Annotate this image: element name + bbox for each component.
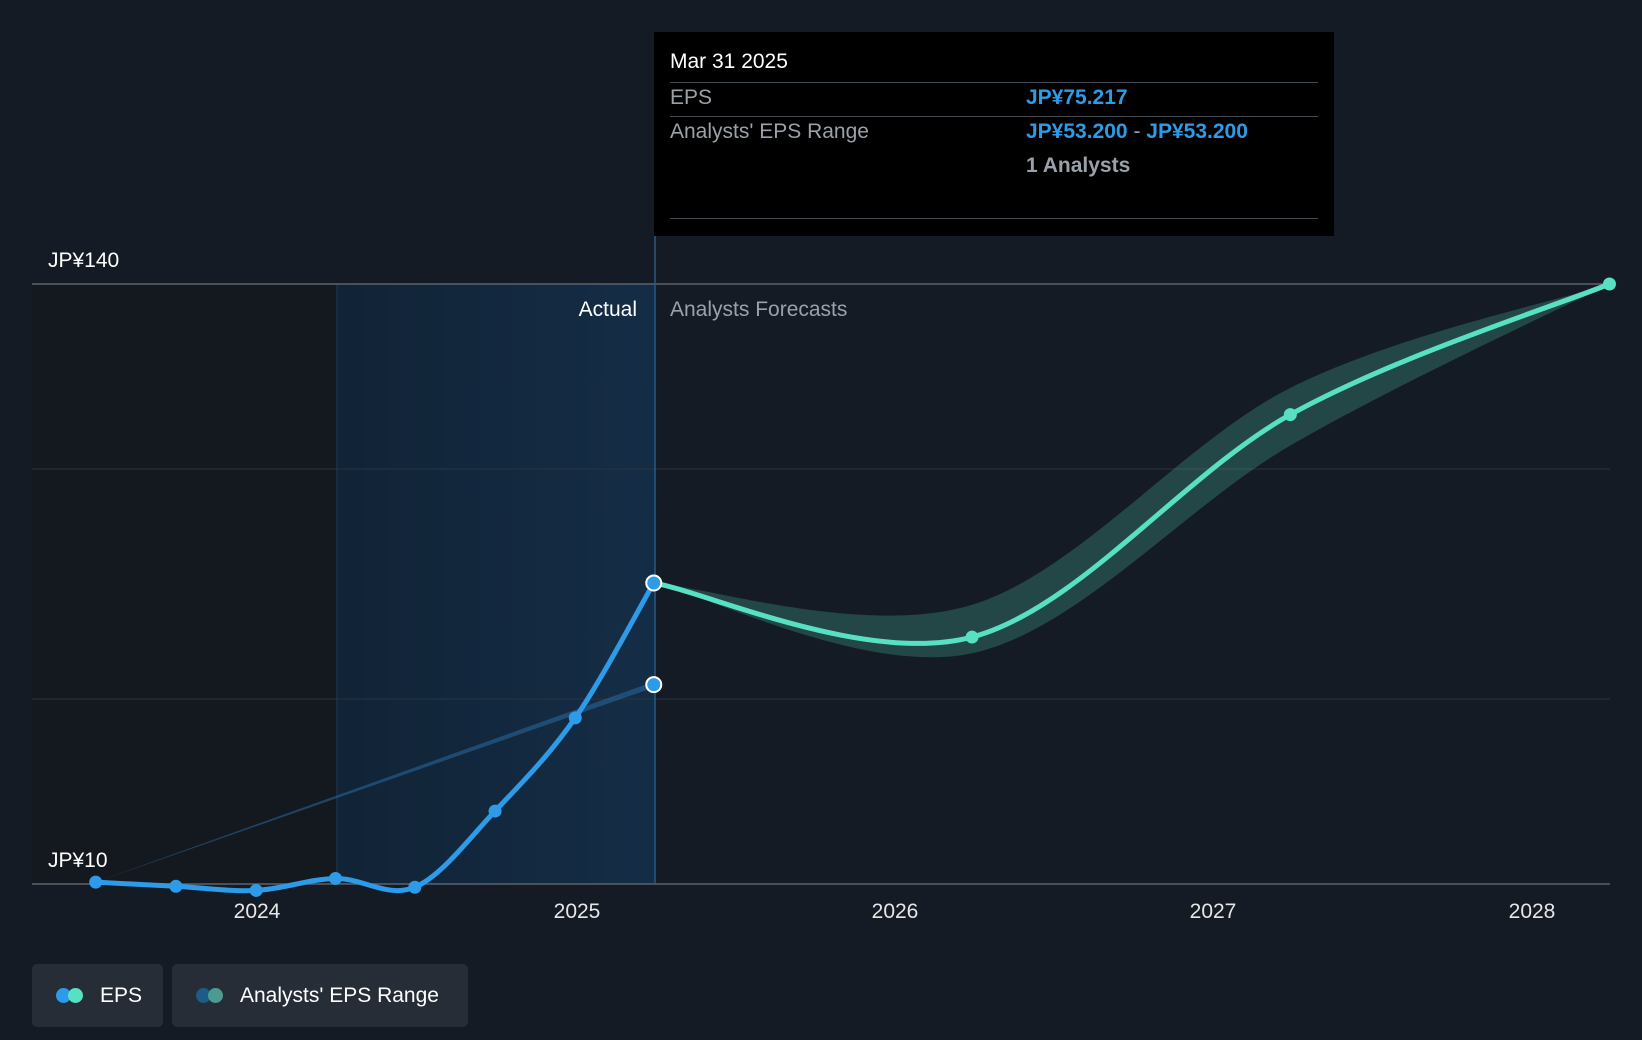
tooltip-range-high: JP¥53.200 <box>1146 120 1248 143</box>
data-tooltip: Mar 31 2025 EPS JP¥75.217 Analysts' EPS … <box>654 32 1334 236</box>
tooltip-date: Mar 31 2025 <box>670 50 788 73</box>
eps-forecast-point <box>965 630 979 644</box>
forecast-range-band <box>653 284 1610 658</box>
tooltip-divider-1 <box>670 82 1318 83</box>
eps-actual-point <box>568 711 582 725</box>
eps-past-swatch-icon <box>56 988 71 1003</box>
legend-range-label: Analysts' EPS Range <box>240 983 439 1007</box>
eps-forecast-point <box>1283 408 1297 422</box>
actual-highlight-region <box>337 284 655 884</box>
tooltip-range-label: Analysts' EPS Range <box>670 120 869 143</box>
x-axis-ticks: 2024 2025 2026 2027 2028 <box>234 900 1556 923</box>
plot-layer <box>89 277 1616 897</box>
past-estimate-point <box>645 676 663 694</box>
eps-actual-point <box>488 804 502 818</box>
legend-analysts-range[interactable]: Analysts' EPS Range <box>172 964 468 1027</box>
x-tick-2028: 2028 <box>1509 900 1556 923</box>
eps-forecast-swatch-icon <box>68 988 83 1003</box>
x-tick-2026: 2026 <box>872 900 919 923</box>
range-forecast-swatch-icon <box>208 988 223 1003</box>
tooltip-divider-2 <box>670 116 1318 117</box>
legend-eps-label: EPS <box>100 983 143 1007</box>
range-past-swatch-icon <box>196 988 211 1003</box>
past-estimate-range-wedge <box>95 681 654 883</box>
x-tick-2025: 2025 <box>554 900 601 923</box>
x-tick-2027: 2027 <box>1190 900 1237 923</box>
tooltip-range-separator: - <box>1133 120 1141 143</box>
tooltip-eps-value: JP¥75.217 <box>1026 86 1128 109</box>
eps-actual-point <box>89 875 103 889</box>
pre-highlight-background <box>32 284 337 884</box>
tooltip-analysts-count: 1 Analysts <box>1026 154 1131 177</box>
eps-forecast-line <box>651 281 1612 646</box>
y-tick-label-top: JP¥140 <box>48 249 119 272</box>
legend-eps[interactable]: EPS <box>32 964 163 1027</box>
eps-forecast-point <box>1602 277 1616 291</box>
eps-actual-point <box>169 879 183 893</box>
tooltip-divider-3 <box>670 218 1318 219</box>
tooltip-eps-label: EPS <box>670 86 713 109</box>
eps-actual-point <box>249 883 263 897</box>
eps-actual-point <box>328 871 342 885</box>
tooltip-range-low: JP¥53.200 <box>1026 120 1128 143</box>
tooltip-range-values: JP¥53.200 - JP¥53.200 <box>1026 120 1248 144</box>
eps-actual-point <box>408 880 422 894</box>
forecast-region-label: Analysts Forecasts <box>670 298 847 321</box>
eps-actual-point <box>645 574 663 592</box>
x-tick-2024: 2024 <box>234 900 281 923</box>
y-tick-label-bottom: JP¥10 <box>48 849 108 872</box>
actual-region-label: Actual <box>579 298 637 321</box>
